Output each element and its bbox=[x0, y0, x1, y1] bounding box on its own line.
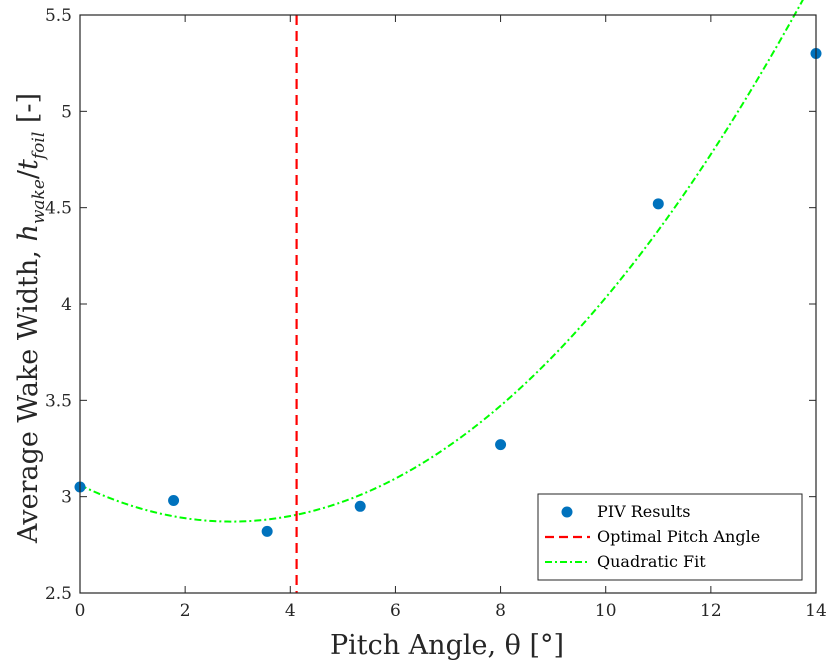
y-tick-label: 3.5 bbox=[45, 391, 72, 411]
y-axis-title: Average Wake Width, hwake/tfoil [-] bbox=[13, 93, 49, 544]
piv-result-point bbox=[168, 495, 180, 507]
piv-result-point bbox=[261, 525, 273, 537]
y-axis-title-t-sub: foil bbox=[29, 132, 49, 161]
y-axis-title-slash: / bbox=[13, 169, 44, 179]
legend-marker-piv-results bbox=[561, 506, 573, 518]
y-tick-label: 3 bbox=[61, 488, 72, 508]
x-tick-label: 12 bbox=[700, 601, 722, 621]
x-tick-label: 6 bbox=[390, 601, 401, 621]
legend-label-piv-results: PIV Results bbox=[597, 502, 691, 521]
quadratic-fit-line bbox=[79, 0, 804, 523]
x-tick-label: 10 bbox=[595, 601, 617, 621]
y-axis-title-prefix: Average Wake Width, bbox=[13, 242, 44, 545]
x-tick-label: 8 bbox=[495, 601, 506, 621]
y-tick-label: 4.5 bbox=[45, 199, 72, 219]
y-axis-title-h-sub: wake bbox=[29, 179, 49, 224]
x-tick-label: 4 bbox=[285, 601, 296, 621]
y-tick-label: 2.5 bbox=[45, 584, 72, 604]
legend-label-quadratic-fit: Quadratic Fit bbox=[597, 552, 706, 571]
y-tick-label: 5 bbox=[61, 102, 72, 122]
legend: PIV Results Optimal Pitch Angle Quadrati… bbox=[537, 493, 803, 581]
y-axis-title-h: h bbox=[13, 224, 44, 241]
plot-area-border bbox=[79, 14, 817, 594]
y-axis-title-unit: [-] bbox=[13, 93, 44, 132]
piv-result-point bbox=[652, 198, 664, 210]
y-axis-title-t: t bbox=[13, 159, 44, 170]
y-tick-label: 4 bbox=[61, 295, 72, 315]
x-axis-title: Pitch Angle, θ [°] bbox=[330, 630, 564, 661]
y-tick-label: 5.5 bbox=[45, 6, 72, 26]
legend-label-optimal-pitch-angle: Optimal Pitch Angle bbox=[597, 527, 760, 546]
x-tick-label: 0 bbox=[75, 601, 86, 621]
piv-result-point bbox=[495, 439, 507, 451]
x-tick-label: 14 bbox=[805, 601, 827, 621]
piv-result-point bbox=[354, 500, 366, 512]
x-tick-label: 2 bbox=[180, 601, 191, 621]
